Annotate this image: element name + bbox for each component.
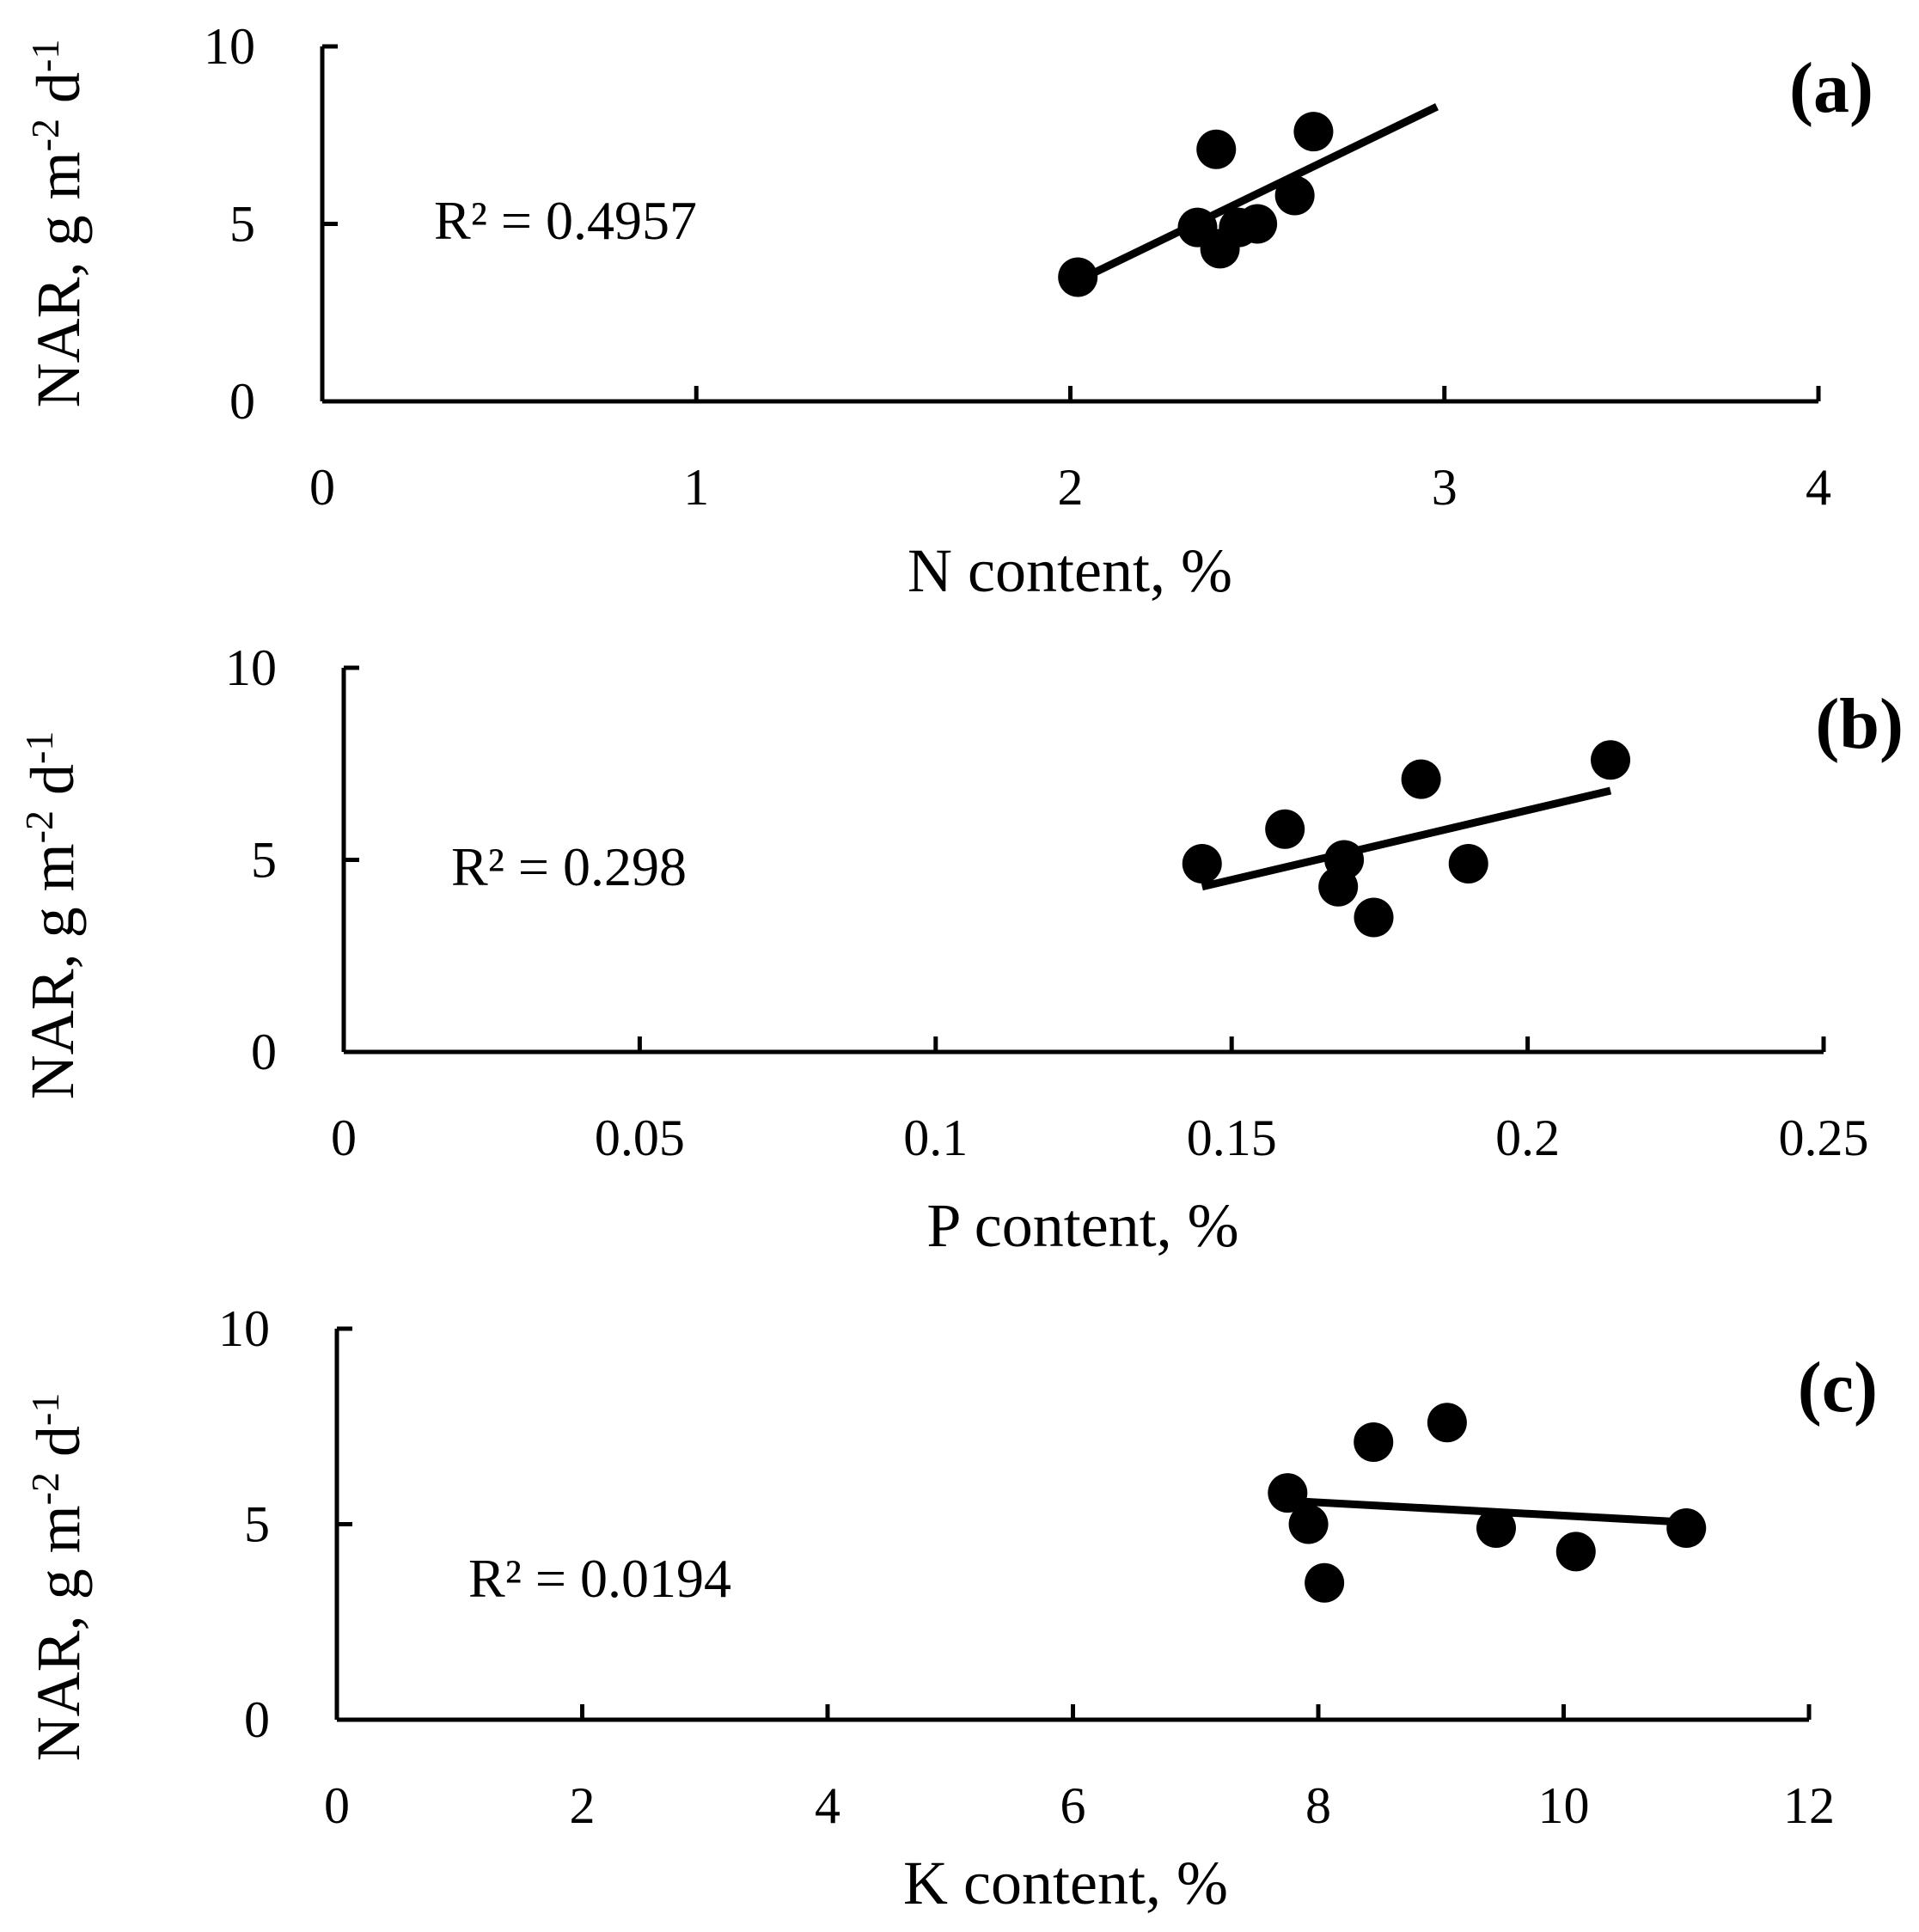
tick-labels: 0 0.05 0.1 0.15 0.2 0.25 0 5 10	[225, 639, 1869, 1166]
data-point	[1354, 897, 1394, 938]
x-tick-label: 0	[309, 459, 335, 516]
chart-panel-c: 0 2 4 6 8 10 12 0 5 10 K content, % NAR, g m-2 d-…	[23, 1300, 1878, 1917]
y-tick-label: 0	[244, 1691, 270, 1748]
tick-labels: 0 2 4 6 8 10 12 0 5 10	[218, 1300, 1835, 1834]
data-point	[1354, 1421, 1394, 1462]
y-axis-title: NAR, g m-2 d-1	[23, 1393, 93, 1762]
x-tick-label: 4	[1806, 459, 1831, 516]
axes	[334, 1326, 1812, 1722]
data-point	[1427, 1403, 1467, 1443]
x-tick-label: 0	[324, 1777, 350, 1834]
y-axis-title-exp2: -1	[23, 40, 67, 72]
x-axis-title: P content, %	[926, 1191, 1238, 1260]
data-point	[1555, 1532, 1596, 1572]
y-axis-title-main: NAR, g m	[18, 843, 87, 1099]
x-tick-label: 2	[570, 1777, 596, 1834]
x-tick-label: 2	[1058, 459, 1084, 516]
y-axis-title-exp1: -2	[23, 1472, 67, 1505]
y-axis-title-mid: d	[24, 1426, 93, 1472]
data-point	[1268, 1473, 1308, 1513]
trendline-group	[1201, 786, 1612, 891]
x-tick-label: 4	[815, 1777, 840, 1834]
y-tick-label: 10	[225, 639, 277, 696]
trendline-group	[1076, 103, 1439, 284]
data-points	[1182, 740, 1631, 938]
panel-label: (b)	[1815, 684, 1904, 764]
y-axis-title: NAR, g m-2 d-1	[17, 731, 87, 1100]
axes	[320, 44, 1821, 404]
data-point	[1196, 129, 1237, 169]
data-points	[1058, 112, 1334, 297]
data-point	[1274, 175, 1315, 216]
x-tick-label: 0.1	[903, 1110, 968, 1166]
panel-label: (c)	[1798, 1348, 1878, 1428]
data-point	[1448, 843, 1488, 883]
data-point	[1666, 1508, 1707, 1549]
axes	[341, 665, 1826, 1055]
y-axis-title-exp2: -1	[23, 1393, 67, 1426]
x-tick-label: 0.05	[595, 1110, 685, 1166]
data-point	[1265, 809, 1305, 849]
x-tick-label: 0.15	[1187, 1110, 1277, 1166]
data-point	[1182, 843, 1222, 883]
x-tick-label: 12	[1783, 1777, 1835, 1834]
trendline	[1076, 103, 1439, 284]
x-tick-label: 3	[1432, 459, 1458, 516]
y-tick-label: 0	[229, 373, 255, 430]
data-point	[1401, 759, 1441, 799]
x-tick-label: 8	[1305, 1777, 1331, 1834]
data-point	[1238, 204, 1278, 244]
y-axis-title-main: NAR, g m	[24, 151, 93, 407]
x-tick-label: 6	[1060, 1777, 1086, 1834]
chart-panel-a: 0 1 2 3 4 0 5 10 N content, % NAR, g m-2 d-1 (a…	[23, 18, 1873, 605]
y-tick-label: 10	[204, 18, 255, 75]
data-points	[1268, 1403, 1707, 1603]
y-tick-label: 5	[244, 1496, 270, 1553]
y-axis-title-main: NAR, g m	[24, 1505, 93, 1761]
r-squared-annotation: R² = 0.298	[451, 836, 687, 897]
y-tick-label: 5	[251, 832, 277, 889]
data-point	[1293, 112, 1334, 152]
x-axis-title: N content, %	[908, 536, 1232, 605]
x-tick-label: 10	[1538, 1777, 1590, 1834]
data-point	[1305, 1562, 1345, 1603]
x-tick-label: 0	[331, 1110, 357, 1166]
trendline	[1201, 786, 1612, 891]
data-point	[1476, 1508, 1516, 1549]
data-point	[1324, 840, 1365, 880]
y-axis-title-exp1: -2	[17, 810, 61, 843]
x-tick-label: 1	[683, 459, 709, 516]
y-axis-title-exp2: -1	[17, 731, 61, 764]
y-tick-label: 0	[251, 1024, 277, 1080]
y-axis-title-mid: d	[24, 72, 93, 119]
y-tick-label: 10	[218, 1300, 270, 1357]
y-axis-title: NAR, g m-2 d-1	[23, 40, 93, 408]
tick-labels: 0 1 2 3 4 0 5 10	[204, 18, 1831, 516]
y-axis-title-exp1: -2	[23, 119, 67, 151]
y-axis-title-mid: d	[18, 764, 87, 810]
r-squared-annotation: R² = 0.0194	[468, 1548, 731, 1609]
panel-label: (a)	[1789, 48, 1873, 128]
x-tick-label: 0.2	[1495, 1110, 1560, 1166]
chart-panel-b: 0 0.05 0.1 0.15 0.2 0.25 0 5 10 P content, % NAR…	[17, 639, 1904, 1260]
x-axis-title: K content, %	[903, 1849, 1228, 1917]
x-tick-label: 0.25	[1779, 1110, 1869, 1166]
data-point	[1288, 1504, 1329, 1544]
data-point	[1591, 740, 1631, 780]
y-tick-label: 5	[229, 196, 255, 253]
data-point	[1058, 257, 1098, 297]
r-squared-annotation: R² = 0.4957	[434, 190, 697, 251]
